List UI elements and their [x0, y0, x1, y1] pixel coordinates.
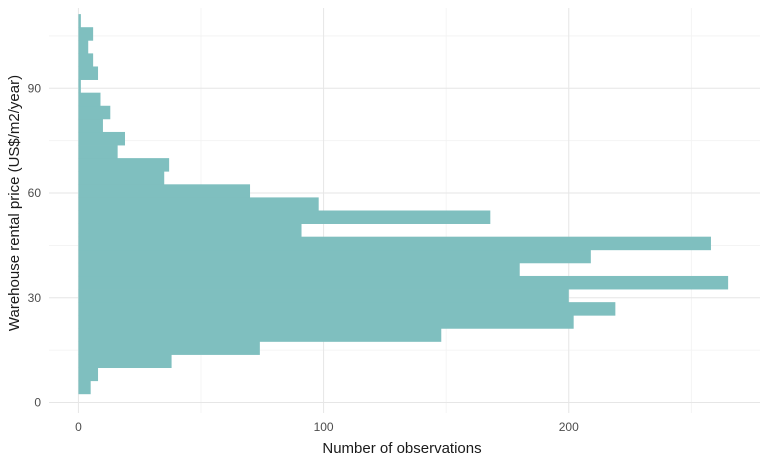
histogram-bar — [78, 210, 491, 224]
histogram-bar — [78, 236, 711, 251]
histogram-bar — [78, 315, 574, 329]
histogram-bar — [78, 131, 126, 146]
histogram-bar — [78, 105, 111, 120]
histogram-bar — [78, 53, 94, 67]
histogram-bar — [78, 14, 81, 28]
histogram-bar — [78, 66, 99, 80]
x-tick-label: 200 — [559, 420, 579, 434]
y-axis-label: Warehouse rental price (US$/m2/year) — [6, 75, 23, 331]
histogram-bar — [78, 328, 442, 342]
histogram-bar — [78, 341, 260, 355]
histogram-bar — [78, 145, 118, 159]
y-tick-label: 30 — [28, 291, 42, 305]
histogram-bar — [78, 223, 302, 238]
histogram-bar — [78, 184, 251, 198]
histogram-bar — [78, 275, 729, 290]
x-axis-label: Number of observations — [322, 440, 481, 457]
y-tick-label: 0 — [34, 396, 41, 410]
x-tick-label: 100 — [314, 420, 334, 434]
histogram-bar — [78, 40, 89, 54]
y-tick-label: 60 — [28, 186, 42, 200]
histogram-bar — [78, 249, 591, 264]
y-tick-label: 90 — [28, 81, 42, 95]
histogram-bar — [78, 92, 101, 107]
histogram-bar — [78, 27, 94, 41]
histogram-bar — [78, 171, 165, 185]
histogram-bar — [78, 354, 172, 369]
histogram-bar — [78, 197, 319, 211]
x-axis-ticks: 0 100 200 — [75, 420, 579, 434]
histogram-bar — [78, 79, 81, 94]
histogram-bar — [78, 289, 569, 303]
bars-group — [78, 14, 729, 395]
histogram-bar — [78, 118, 103, 133]
histogram-bar — [78, 158, 170, 172]
y-axis-ticks: 0 30 60 90 — [28, 81, 42, 409]
histogram-bar — [78, 367, 99, 382]
x-tick-label: 0 — [75, 420, 82, 434]
histogram-bar — [78, 380, 91, 395]
histogram-bar — [78, 262, 520, 277]
histogram-bar — [78, 302, 616, 316]
